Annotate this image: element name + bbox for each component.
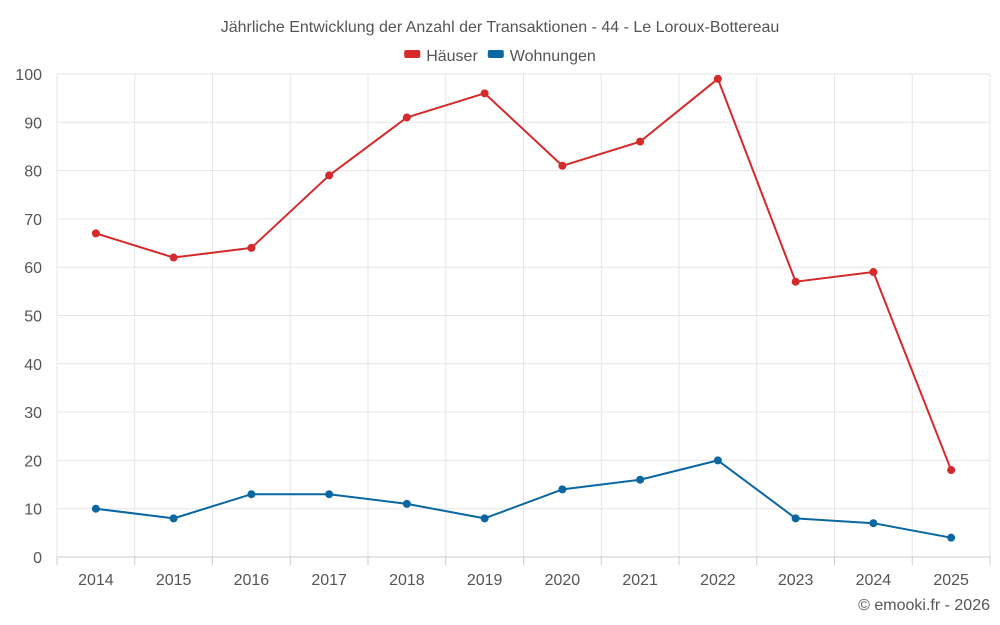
data-point (247, 243, 256, 252)
data-point (713, 456, 722, 465)
data-point (636, 137, 645, 146)
x-tick-label: 2020 (545, 572, 581, 589)
credit-text: © emooki.fr - 2026 (858, 597, 990, 614)
data-point (91, 504, 100, 513)
y-tick-label: 80 (24, 164, 42, 181)
data-point (91, 229, 100, 238)
data-point (713, 74, 722, 83)
legend-swatch (404, 50, 421, 58)
data-point (480, 89, 489, 98)
x-tick-label: 2024 (856, 572, 892, 589)
x-tick-label: 2017 (311, 572, 347, 589)
x-tick-label: 2015 (156, 572, 192, 589)
data-point (325, 171, 334, 180)
x-tick-label: 2021 (622, 572, 658, 589)
data-point (636, 475, 645, 484)
x-tick-label: 2022 (700, 572, 736, 589)
x-tick-label: 2018 (389, 572, 425, 589)
y-tick-label: 100 (15, 67, 42, 84)
legend-item-haeuser: Häuser (404, 48, 478, 65)
data-point (402, 499, 411, 508)
y-tick-label: 30 (24, 405, 42, 422)
data-point (947, 466, 956, 475)
data-point (480, 514, 489, 523)
y-tick-label: 70 (24, 212, 42, 229)
x-tick-label: 2016 (234, 572, 270, 589)
data-point (169, 514, 178, 523)
data-point (169, 253, 178, 262)
data-point (791, 514, 800, 523)
series-haeuser (91, 74, 956, 475)
data-point (947, 533, 956, 542)
y-tick-label: 90 (24, 115, 42, 132)
y-tick-label: 0 (33, 550, 42, 567)
x-tick-label: 2025 (933, 572, 969, 589)
x-tick-label: 2019 (467, 572, 503, 589)
x-tick-label: 2023 (778, 572, 814, 589)
grid (56, 73, 991, 565)
y-tick-label: 40 (24, 357, 42, 374)
data-point (325, 490, 334, 499)
y-tick-label: 60 (24, 260, 42, 277)
x-axis: 2014 2015 2016 2017 2018 2019 2020 2021 2022 2023… (78, 572, 969, 589)
chart-title: Jährliche Entwicklung der Anzahl der Tra… (221, 19, 780, 36)
legend-label: Häuser (426, 48, 478, 65)
data-point (402, 113, 411, 122)
series-group (91, 74, 956, 542)
series-line (95, 459, 952, 539)
data-point (791, 277, 800, 286)
data-point (247, 490, 256, 499)
data-point (558, 161, 567, 170)
data-point (558, 485, 567, 494)
data-point (869, 268, 878, 277)
y-tick-label: 10 (24, 502, 42, 519)
legend-item-wohnungen: Wohnungen (487, 48, 596, 65)
legend-swatch (487, 50, 504, 58)
data-point (869, 519, 878, 528)
x-tick-label: 2014 (78, 572, 114, 589)
legend: Häuser Wohnungen (404, 48, 596, 65)
series-wohnungen (91, 456, 956, 542)
y-axis: 0 10 20 30 40 50 60 70 80 90 100 (15, 67, 42, 567)
y-tick-label: 20 (24, 453, 42, 470)
y-tick-label: 50 (24, 309, 42, 326)
series-line (95, 77, 953, 471)
legend-label: Wohnungen (510, 48, 596, 65)
